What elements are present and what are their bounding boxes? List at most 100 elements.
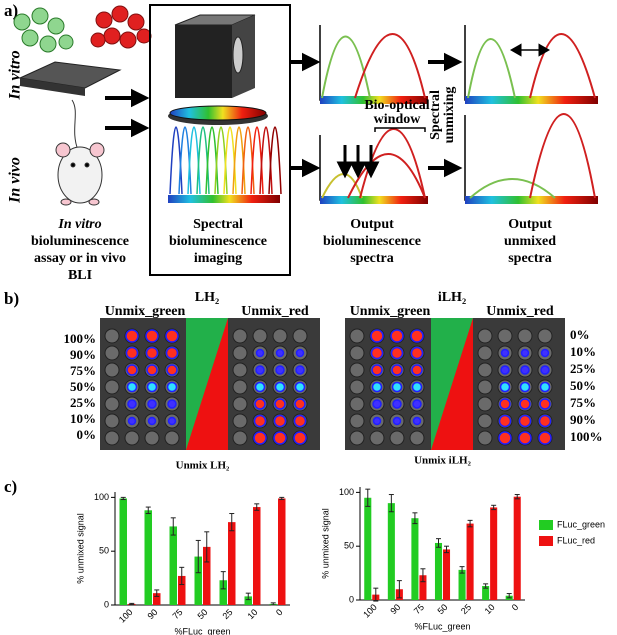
signal <box>370 346 384 360</box>
unmixing-label: Spectral <box>428 90 443 140</box>
in-vitro-label: In vitro <box>7 50 24 100</box>
row-label: 0% <box>570 327 590 342</box>
row-label: 25% <box>570 361 596 376</box>
signal <box>274 381 286 393</box>
bar <box>513 496 521 600</box>
well <box>272 328 288 344</box>
x-tick-label: 0 <box>274 607 285 618</box>
bar <box>228 522 236 605</box>
bar <box>219 580 227 605</box>
chart-title: Unmix LH₂ <box>176 460 230 472</box>
bar <box>244 596 252 605</box>
signal <box>145 329 159 343</box>
x-axis-label: %FLuc_green <box>174 626 230 635</box>
signal <box>411 364 423 376</box>
well <box>104 413 120 429</box>
signal <box>371 381 383 393</box>
well <box>369 430 385 446</box>
caption-line: assay or in vivo <box>34 251 126 266</box>
bar <box>442 549 451 600</box>
signal <box>295 365 305 375</box>
signal <box>519 398 531 410</box>
signal <box>275 365 285 375</box>
well <box>477 345 493 361</box>
legend-label: FLuc_red <box>557 535 595 545</box>
y-tick-label: 50 <box>99 546 109 556</box>
signal <box>500 348 510 358</box>
signal <box>146 364 158 376</box>
well <box>349 379 365 395</box>
y-tick-label: 100 <box>339 487 354 497</box>
well <box>349 345 365 361</box>
well <box>477 328 493 344</box>
channel-red <box>431 318 473 450</box>
signal <box>147 416 157 426</box>
well <box>232 328 248 344</box>
signal <box>167 399 177 409</box>
well <box>124 430 140 446</box>
signal <box>412 416 422 426</box>
well <box>537 328 553 344</box>
x-tick-label: 10 <box>245 607 259 621</box>
well <box>477 413 493 429</box>
well <box>104 396 120 412</box>
signal <box>254 381 266 393</box>
bar <box>144 510 152 605</box>
x-tick-label: 0 <box>510 602 521 613</box>
signal <box>519 381 531 393</box>
signal <box>520 348 530 358</box>
caption-line: imaging <box>194 251 242 266</box>
x-tick-label: 90 <box>388 602 402 616</box>
y-tick-label: 0 <box>104 599 109 609</box>
signal <box>293 414 307 428</box>
signal <box>390 329 404 343</box>
caption-line: bioluminescence <box>323 234 421 249</box>
y-tick-label: 50 <box>344 541 354 551</box>
signal <box>371 364 383 376</box>
well <box>164 430 180 446</box>
row-label: 75% <box>570 395 596 410</box>
x-tick-label: 25 <box>220 607 234 621</box>
red-label: Unmix_red <box>486 304 554 319</box>
bar <box>419 575 427 600</box>
well <box>232 413 248 429</box>
bar <box>387 503 395 600</box>
bar <box>194 556 202 605</box>
well <box>232 379 248 395</box>
bar <box>278 498 286 605</box>
y-axis-label: % unmixed signal <box>320 508 330 579</box>
x-tick-label: 25 <box>459 602 473 616</box>
signal <box>498 431 512 445</box>
signal <box>126 364 138 376</box>
row-label: 50% <box>570 378 596 393</box>
signal <box>254 398 266 410</box>
signal <box>392 399 402 409</box>
chart-title: Unmix iLH₂ <box>414 455 471 467</box>
bar <box>153 593 161 605</box>
signal <box>411 381 423 393</box>
bar <box>178 575 186 605</box>
well <box>349 396 365 412</box>
signal <box>410 346 424 360</box>
signal <box>391 381 403 393</box>
caption-line: BLI <box>68 268 92 283</box>
well <box>252 328 268 344</box>
signal <box>294 398 306 410</box>
caption-line: bioluminescence <box>169 234 267 249</box>
x-tick-label: 50 <box>435 602 449 616</box>
row-label: 10% <box>570 344 596 359</box>
signal <box>125 329 139 343</box>
signal <box>372 399 382 409</box>
unmixing-label: unmixing <box>442 87 457 144</box>
caption-line: In vitro <box>57 217 101 232</box>
plate-title: LH₂ <box>195 290 219 305</box>
row-label: 50% <box>70 379 96 394</box>
signal <box>499 398 511 410</box>
signal <box>127 416 137 426</box>
row-label: 90% <box>570 412 596 427</box>
well <box>104 345 120 361</box>
well <box>349 413 365 429</box>
mouse <box>55 99 105 206</box>
filter-wheel <box>168 105 268 125</box>
